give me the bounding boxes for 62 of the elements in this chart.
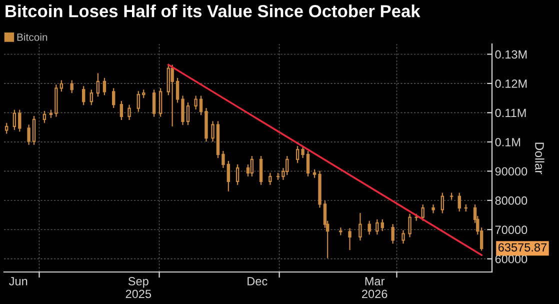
candlestick — [102, 77, 106, 96]
x-tick-label: Mar 2026 — [362, 277, 388, 298]
candlestick — [128, 104, 131, 121]
x-tick-label: Dec — [248, 277, 268, 286]
candlestick — [236, 164, 240, 186]
x-tick-label: Sep 2025 — [126, 277, 152, 298]
candlestick — [112, 88, 116, 109]
candlestick — [158, 88, 162, 118]
candlestick — [82, 86, 86, 106]
candlestick — [348, 228, 352, 251]
candlestick — [32, 115, 36, 146]
candlestick — [60, 80, 64, 92]
candlestick — [408, 213, 412, 238]
candlestick — [27, 124, 30, 146]
candlestick — [186, 102, 190, 126]
candlestick — [176, 77, 180, 104]
candlestick — [18, 109, 22, 132]
candlestick — [368, 220, 371, 236]
candlestick — [358, 212, 362, 241]
legend-label: Bitcoin — [17, 33, 48, 41]
candlestick — [211, 120, 214, 142]
y-tick-label: 90000 — [495, 167, 528, 176]
candlestick — [136, 90, 140, 112]
candlestick — [152, 89, 156, 118]
y-tick-label: 0.1M — [495, 138, 520, 146]
y-tick-label: 70000 — [495, 226, 528, 234]
candlestick — [376, 218, 379, 236]
candlestick — [166, 64, 170, 96]
candlestick — [194, 95, 198, 110]
candlestick — [181, 95, 184, 126]
candlestick — [222, 150, 225, 168]
candlestick — [259, 155, 263, 186]
candlestick — [380, 218, 384, 232]
annotation: 63575.87 — [498, 243, 547, 252]
candlestick — [306, 150, 310, 177]
candlestick — [286, 155, 289, 176]
candlestick — [90, 89, 94, 106]
candlestick — [170, 64, 174, 127]
candlestick — [296, 145, 300, 164]
candlestick — [5, 122, 8, 134]
candlestick — [402, 230, 405, 244]
candlestick — [391, 224, 394, 244]
candlestick — [301, 145, 304, 159]
y-axis-title: Dollar — [535, 142, 544, 174]
candlestick — [268, 172, 272, 186]
y-tick-label: 0.11M — [495, 108, 526, 118]
candlestick — [96, 72, 100, 98]
candlestick — [250, 155, 254, 177]
y-tick-label: 80000 — [495, 196, 528, 205]
x-tick-label: Jun — [9, 277, 28, 286]
candlestick — [120, 100, 124, 121]
candlestick — [421, 204, 424, 222]
candlestick — [226, 160, 230, 192]
chart-title: Bitcoin Loses Half of its Value Since October Peak — [6, 4, 420, 18]
candlestick — [199, 95, 203, 116]
candlestick — [458, 192, 461, 212]
y-tick-label: 0.13M — [495, 50, 527, 59]
candlestick — [12, 109, 16, 130]
candlestick — [440, 192, 444, 214]
candlestick — [70, 80, 74, 94]
candlestick — [42, 110, 46, 124]
y-tick-label: 0.12M — [495, 79, 527, 88]
